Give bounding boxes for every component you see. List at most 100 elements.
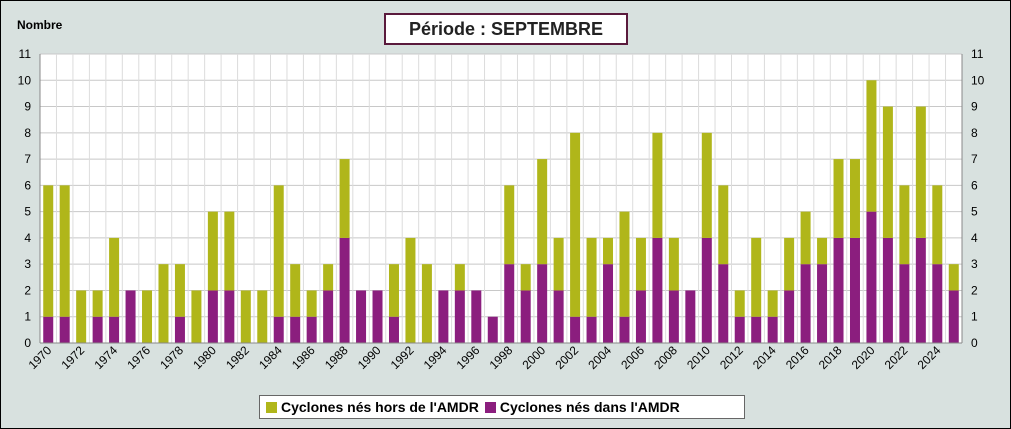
bar-outside-amdr: [866, 80, 877, 212]
y-tick-label-left: 0: [24, 336, 31, 350]
bar-outside-amdr: [240, 290, 251, 343]
bar-inside-amdr: [454, 290, 465, 343]
y-tick-label-right: 10: [971, 73, 985, 87]
y-tick-label-right: 6: [971, 178, 978, 192]
bar-inside-amdr: [718, 264, 729, 343]
bar-inside-amdr: [372, 290, 383, 343]
y-tick-label-right: 7: [971, 152, 978, 166]
y-tick-label-left: 11: [19, 47, 32, 61]
x-tick-label: 2016: [783, 343, 812, 372]
y-tick-label-right: 4: [971, 231, 978, 245]
bar-outside-amdr: [784, 237, 795, 291]
bar-inside-amdr: [438, 290, 449, 343]
bar-outside-amdr: [948, 264, 959, 291]
legend-item-inside: Cyclones nés dans l'AMDR: [484, 399, 680, 415]
bar-inside-amdr: [817, 264, 828, 343]
bar-outside-amdr: [323, 264, 334, 291]
x-tick-label: 2008: [651, 343, 680, 372]
bar-outside-amdr: [882, 106, 893, 238]
bar-inside-amdr: [635, 290, 646, 343]
bar-outside-amdr: [915, 106, 926, 238]
bar-inside-amdr: [553, 290, 564, 343]
x-tick-label: 1990: [355, 343, 384, 372]
x-tick-label: 1984: [256, 343, 285, 372]
x-tick-label: 1998: [487, 343, 516, 372]
x-tick-label: 1988: [322, 343, 351, 372]
y-tick-label-right: 8: [971, 126, 978, 140]
bar-inside-amdr: [948, 290, 959, 343]
bar-outside-amdr: [849, 159, 860, 238]
bar-inside-amdr: [504, 264, 515, 343]
bar-inside-amdr: [471, 290, 482, 343]
bar-outside-amdr: [109, 237, 120, 317]
x-tick-label: 2022: [882, 343, 911, 372]
legend-swatch-inside: [484, 401, 496, 413]
bar-inside-amdr: [784, 290, 795, 343]
bar-inside-amdr: [767, 316, 778, 343]
bar-outside-amdr: [553, 237, 564, 291]
bar-outside-amdr: [339, 159, 350, 238]
bar-outside-amdr: [158, 264, 169, 343]
bar-inside-amdr: [701, 237, 712, 343]
y-tick-label-left: 5: [24, 205, 31, 219]
bar-inside-amdr: [125, 290, 136, 343]
x-tick-label: 2002: [552, 343, 581, 372]
x-tick-label: 2018: [816, 343, 845, 372]
y-tick-label-left: 8: [24, 126, 31, 140]
bar-outside-amdr: [537, 159, 548, 265]
bar-outside-amdr: [767, 290, 778, 317]
bar-outside-amdr: [751, 237, 762, 317]
bar-inside-amdr: [273, 316, 284, 343]
y-tick-label-left: 9: [24, 100, 31, 114]
x-tick-label: 1980: [190, 343, 219, 372]
bar-inside-amdr: [882, 237, 893, 343]
y-tick-label-right: 5: [971, 205, 978, 219]
bar-inside-amdr: [668, 290, 679, 343]
bar-inside-amdr: [290, 316, 301, 343]
y-tick-label-right: 2: [971, 283, 978, 297]
y-tick-label-right: 9: [971, 100, 978, 114]
bar-inside-amdr: [487, 316, 498, 343]
x-tick-label: 2012: [717, 343, 746, 372]
bar-inside-amdr: [537, 264, 548, 343]
bar-outside-amdr: [306, 290, 317, 317]
bar-inside-amdr: [586, 316, 597, 343]
bar-inside-amdr: [800, 264, 811, 343]
bar-outside-amdr: [932, 185, 943, 265]
bar-outside-amdr: [652, 132, 663, 238]
bar-inside-amdr: [603, 264, 614, 343]
legend-item-outside: Cyclones nés hors de l'AMDR: [266, 399, 479, 415]
bar-inside-amdr: [356, 290, 367, 343]
bar-outside-amdr: [570, 132, 581, 317]
bar-outside-amdr: [76, 290, 87, 343]
bar-inside-amdr: [619, 316, 630, 343]
legend-label-inside: Cyclones nés dans l'AMDR: [499, 399, 680, 415]
bar-inside-amdr: [915, 237, 926, 343]
bar-outside-amdr: [718, 185, 729, 265]
bar-inside-amdr: [520, 290, 531, 343]
bar-outside-amdr: [142, 290, 153, 343]
bar-outside-amdr: [800, 211, 811, 265]
legend-label-outside: Cyclones nés hors de l'AMDR: [281, 399, 479, 415]
x-tick-label: 1974: [91, 343, 120, 372]
bar-inside-amdr: [849, 237, 860, 343]
bar-inside-amdr: [685, 290, 696, 343]
x-tick-label: 2020: [849, 343, 878, 372]
x-tick-label: 1994: [421, 343, 450, 372]
bar-outside-amdr: [701, 132, 712, 238]
bar-outside-amdr: [257, 290, 268, 343]
bar-outside-amdr: [224, 211, 235, 291]
x-tick-label: 1982: [223, 343, 252, 372]
x-tick-label: 1978: [157, 343, 186, 372]
bar-inside-amdr: [43, 316, 54, 343]
x-tick-label: 2006: [618, 343, 647, 372]
bar-inside-amdr: [339, 237, 350, 343]
y-tick-label-right: 3: [971, 257, 978, 271]
bar-outside-amdr: [520, 264, 531, 291]
bar-inside-amdr: [932, 264, 943, 343]
bar-outside-amdr: [174, 264, 185, 317]
bar-outside-amdr: [92, 290, 103, 317]
bar-outside-amdr: [899, 185, 910, 265]
bar-outside-amdr: [635, 237, 646, 291]
